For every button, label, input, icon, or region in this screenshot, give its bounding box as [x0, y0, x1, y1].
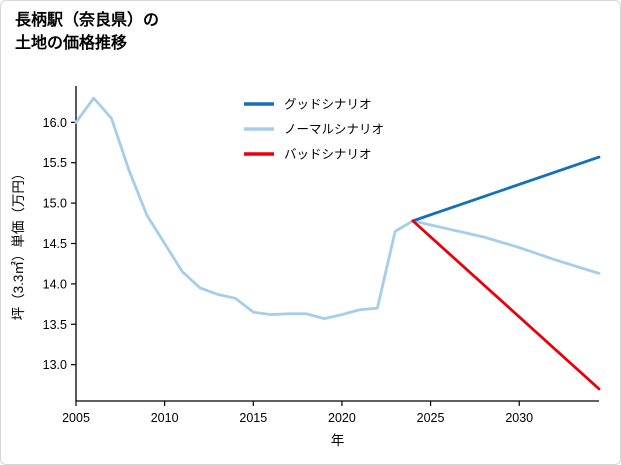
x-tick-label: 2015 [239, 411, 267, 425]
x-tick-label: 2030 [505, 411, 533, 425]
chart-title: 長柄駅（奈良県）の 土地の価格推移 [15, 9, 159, 55]
legend-label-good: グッドシナリオ [284, 98, 372, 112]
legend-label-normal: ノーマルシナリオ [284, 123, 384, 137]
y-tick-label: 14.0 [43, 277, 67, 291]
x-tick-label: 2020 [328, 411, 356, 425]
chart-title-line-2: 土地の価格推移 [15, 35, 128, 53]
line-normal-scenario [74, 96, 601, 321]
chart-title-line-1: 長柄駅（奈良県）の [15, 12, 160, 29]
x-tick-label: 2005 [62, 411, 90, 425]
legend-label-bad: バッドシナリオ [284, 148, 372, 162]
x-axis-label: 年 [331, 433, 345, 448]
y-tick-label: 13.5 [43, 318, 67, 332]
y-axis-label: 坪（3.3㎡）単価（万円） [11, 167, 26, 321]
y-tick-label: 14.5 [43, 237, 67, 251]
line-bad-scenario [411, 219, 601, 391]
line-good-scenario [411, 155, 601, 223]
y-tick-label: 13.0 [43, 358, 67, 372]
x-tick-label: 2010 [151, 411, 179, 425]
y-tick-label: 15.5 [43, 156, 67, 170]
y-tick-label: 15.0 [43, 197, 67, 211]
x-tick-label: 2025 [417, 411, 445, 425]
y-tick-label: 16.0 [43, 116, 67, 130]
